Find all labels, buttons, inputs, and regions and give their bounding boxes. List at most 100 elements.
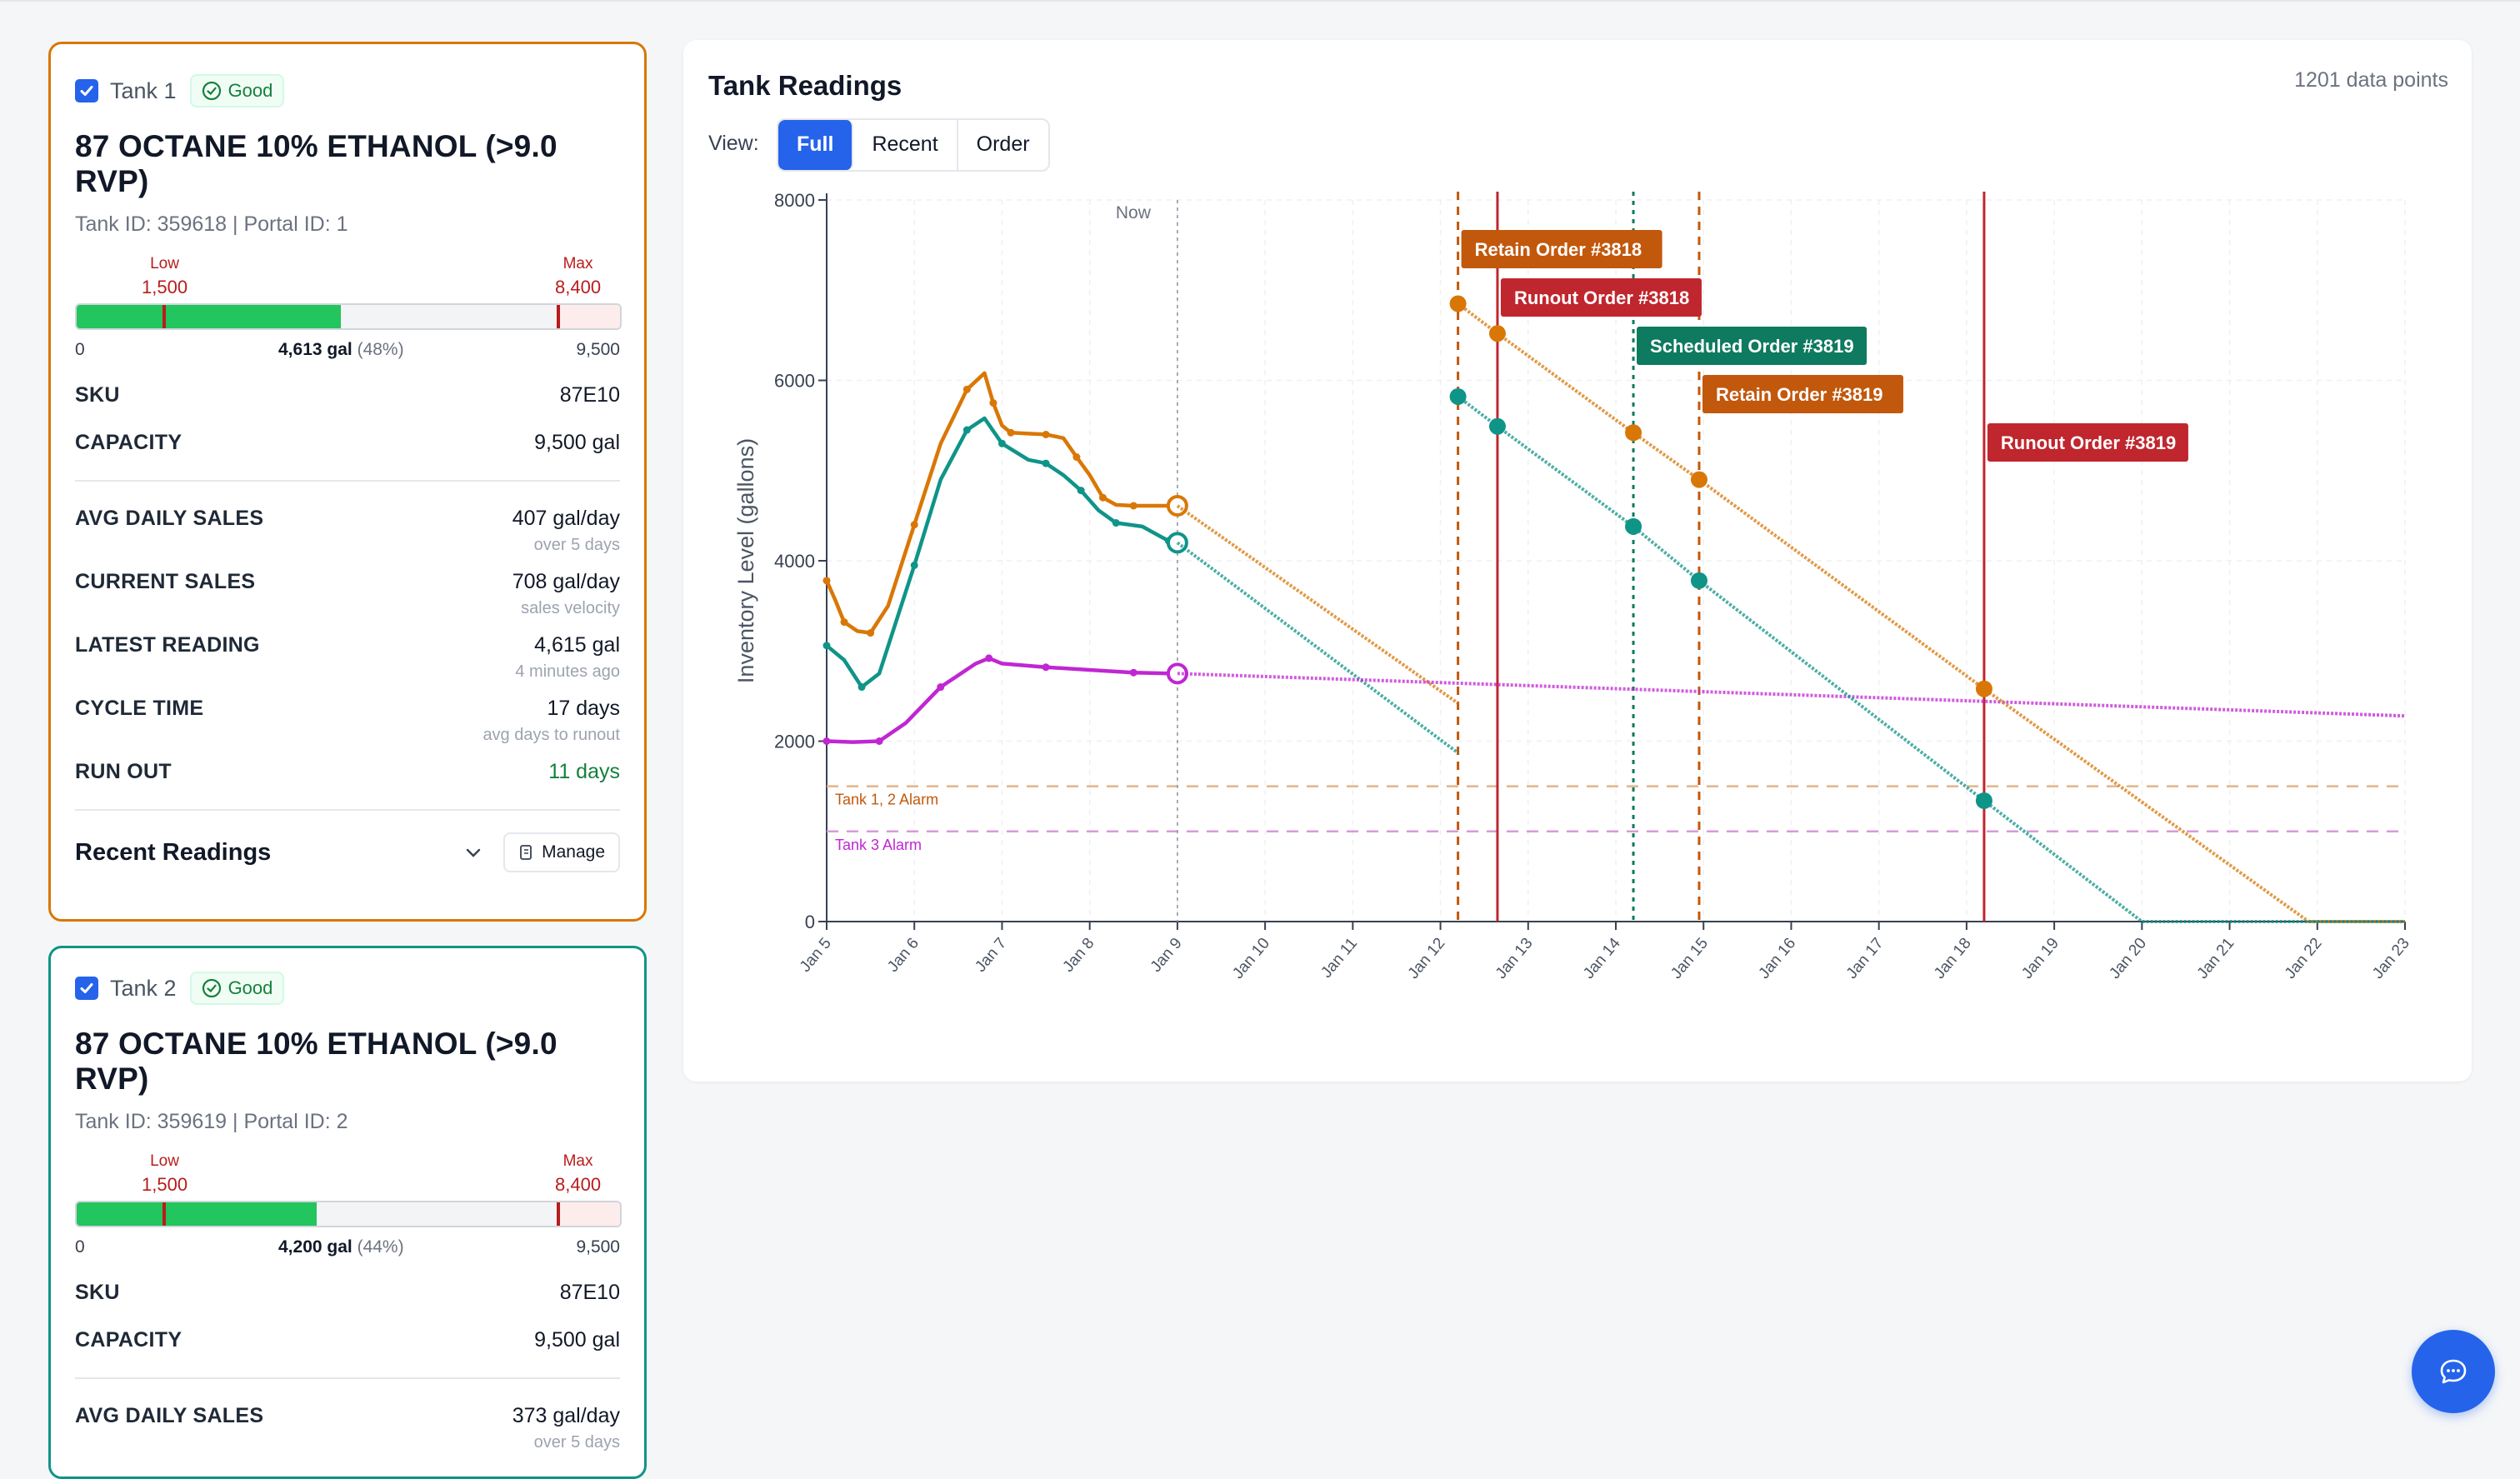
order-label: Retain Order #3819: [1716, 384, 1883, 405]
x-tick-label: Jan 8: [1060, 935, 1098, 976]
latest-reading-row: LATEST READING 4,615 gal 4 minutes ago: [75, 633, 620, 682]
max-value: 8,400: [555, 277, 602, 297]
gauge-fill: [77, 305, 341, 328]
current-sales-row: CURRENT SALES 708 gal/day sales velocity: [75, 570, 620, 618]
x-tick-label: Jan 12: [1405, 935, 1449, 982]
view-recent-button[interactable]: Recent: [853, 120, 958, 170]
series-projection-line: [1457, 395, 2405, 923]
avg-sales-value: 373 gal/day: [512, 1404, 620, 1427]
panel-title: Tank Readings: [708, 70, 902, 101]
order-label-box: [1987, 423, 2188, 462]
series-history-line: [824, 416, 1171, 689]
order-point: [1975, 680, 1992, 697]
recent-readings-title: Recent Readings: [75, 838, 272, 866]
chevron-down-icon[interactable]: [462, 841, 485, 864]
tank-select-checkbox[interactable]: [75, 79, 98, 102]
check-icon: [80, 983, 93, 993]
cycle-time-row: CYCLE TIME 17 days avg days to runout: [75, 697, 620, 745]
order-label-box: [1702, 375, 1903, 413]
gauge-percent: (48%): [357, 340, 404, 359]
order-label: Runout Order #3818: [1514, 287, 1689, 308]
avg-sales-row: AVG DAILY SALES 407 gal/day over 5 days: [75, 507, 620, 555]
order-point: [1488, 417, 1506, 435]
reading-point: [822, 737, 831, 745]
reading-point: [1042, 430, 1050, 438]
sku-value: 87E10: [559, 1281, 620, 1304]
alarm-label: Tank 3 Alarm: [835, 837, 922, 853]
cycle-time-sub: avg days to runout: [482, 726, 620, 744]
reading-point: [1042, 459, 1050, 467]
gauge-current: 4,613 gal (48%): [278, 340, 404, 360]
divider: [75, 1377, 620, 1379]
avg-sales-label: AVG DAILY SALES: [75, 507, 264, 530]
capacity-label: CAPACITY: [75, 431, 182, 454]
reading-point: [937, 683, 945, 692]
x-tick-label: Jan 19: [2018, 935, 2062, 982]
view-order-button[interactable]: Order: [976, 132, 1030, 156]
gauge-bar: [75, 1201, 622, 1227]
chat-button[interactable]: [2412, 1330, 2495, 1413]
gauge-bar: [75, 303, 622, 330]
gauge-current-value: 4,200 gal: [278, 1237, 352, 1257]
x-tick-label: Jan 10: [1229, 935, 1273, 982]
order-label-box: [1637, 327, 1868, 365]
now-label: Now: [1116, 203, 1152, 222]
order-point: [1625, 517, 1642, 535]
series-history-line: [824, 371, 1171, 635]
gauge-min: 0: [75, 1237, 85, 1257]
order-point: [1975, 792, 1992, 809]
latest-reading-label: LATEST READING: [75, 633, 260, 657]
recent-readings-header[interactable]: Recent Readings Manage: [75, 832, 620, 872]
series-projection-line: [1457, 302, 2405, 923]
gauge-capacity: 9,500: [576, 1237, 620, 1257]
low-value: 1,500: [142, 277, 188, 297]
inventory-gauge: Low 1,500 Max 8,400 0 4,613 gal (48%) 9,…: [75, 252, 622, 377]
view-full-button[interactable]: Full: [778, 120, 854, 170]
latest-reading-value: 4,615 gal: [534, 633, 620, 657]
gauge-max-zone: [557, 1202, 620, 1226]
order-label: Retain Order #3818: [1475, 239, 1642, 260]
data-point-count: 1201 data points: [2294, 68, 2448, 92]
order-label-box: [1461, 230, 1662, 268]
x-tick-label: Jan 6: [884, 935, 922, 976]
low-value: 1,500: [142, 1174, 188, 1195]
y-tick-label: 4000: [774, 551, 815, 572]
gauge-max-zone: [557, 305, 620, 328]
tank-card-1[interactable]: Tank 1 Good 87 OCTANE 10% ETHANOL (>9.0 …: [48, 42, 647, 922]
reading-point: [822, 642, 831, 650]
manage-label: Manage: [542, 842, 605, 862]
edit-icon: [520, 845, 532, 860]
tank-select-checkbox[interactable]: [75, 977, 98, 1000]
reading-point: [910, 521, 918, 529]
gauge-current: 4,200 gal (44%): [278, 1237, 404, 1257]
x-tick-label: Jan 11: [1318, 935, 1361, 982]
low-marker-label: Low 1,500: [142, 1152, 188, 1196]
product-name: 87 OCTANE 10% ETHANOL (>9.0 RVP): [75, 129, 558, 198]
manage-button[interactable]: Manage: [503, 832, 620, 872]
tank-card-2[interactable]: Tank 2 Good 87 OCTANE 10% ETHANOL (>9.0 …: [48, 946, 647, 1479]
order-label: Scheduled Order #3819: [1650, 336, 1854, 357]
run-out-row: RUN OUT 11 days: [75, 760, 620, 784]
max-label: Max: [562, 1152, 593, 1170]
order-point: [1690, 572, 1708, 589]
check-circle-icon: [202, 81, 221, 101]
reading-point: [1007, 428, 1015, 437]
latest-reading-sub: 4 minutes ago: [515, 662, 620, 681]
status-badge: Good: [189, 74, 285, 107]
current-sales-label: CURRENT SALES: [75, 570, 256, 593]
tank-card-header: Tank 2 Good: [75, 970, 620, 1007]
series-projection-line: [1177, 672, 2406, 718]
tank-ids: Tank ID: 359618 | Portal ID: 1: [75, 212, 348, 236]
x-tick-label: Jan 13: [1492, 935, 1537, 982]
avg-sales-value: 407 gal/day: [512, 507, 620, 530]
view-toggle: Full Recent Order: [777, 118, 1050, 172]
avg-sales-sub: over 5 days: [533, 1433, 620, 1452]
alarm-label: Tank 1, 2 Alarm: [835, 792, 938, 808]
gauge-current-value: 4,613 gal: [278, 340, 352, 359]
avg-sales-sub: over 5 days: [533, 536, 620, 554]
sku-label: SKU: [75, 1281, 120, 1304]
sku-value: 87E10: [559, 383, 620, 407]
top-divider: [0, 0, 2520, 2]
tank-name: Tank 1: [110, 77, 177, 103]
low-label: Low: [150, 255, 179, 272]
